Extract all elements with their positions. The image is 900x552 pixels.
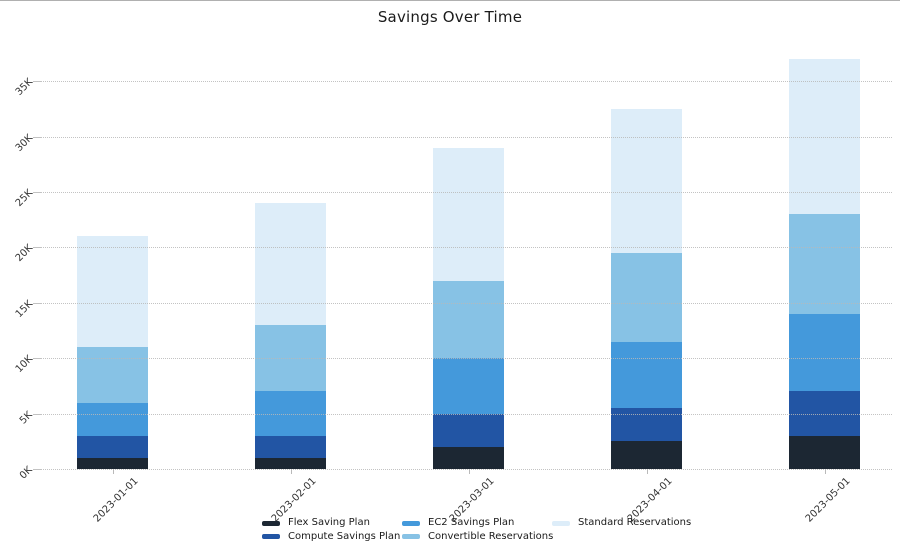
bar-segment[interactable] bbox=[789, 59, 860, 215]
bar-segment[interactable] bbox=[77, 457, 148, 469]
bar-segment[interactable] bbox=[77, 236, 148, 348]
bar-segment[interactable] bbox=[77, 435, 148, 458]
bar-segment[interactable] bbox=[77, 347, 148, 403]
bar-segment[interactable] bbox=[611, 408, 682, 442]
y-gridline bbox=[40, 81, 892, 83]
x-axis-tick bbox=[112, 469, 114, 474]
x-axis-tick bbox=[824, 469, 826, 474]
bar-segment[interactable] bbox=[789, 214, 860, 314]
bar-segment[interactable] bbox=[255, 203, 326, 325]
y-axis-tick bbox=[33, 413, 40, 415]
y-axis-tick bbox=[33, 247, 40, 249]
bar-segment[interactable] bbox=[611, 441, 682, 469]
y-axis-tick bbox=[33, 136, 40, 138]
y-axis-tick-label: 30K bbox=[13, 132, 35, 154]
y-axis-tick bbox=[33, 469, 40, 470]
y-axis-tick bbox=[33, 192, 40, 193]
bar-segment[interactable] bbox=[789, 313, 860, 392]
bar-segment[interactable] bbox=[255, 391, 326, 436]
y-axis-tick-label: 5K bbox=[17, 409, 35, 427]
bar-segment[interactable] bbox=[611, 341, 682, 409]
bar-segment[interactable] bbox=[433, 147, 504, 281]
legend-color-swatch bbox=[552, 520, 570, 526]
legend-item-label: Standard Reservations bbox=[578, 517, 692, 528]
legend-item[interactable]: EC2 Savings Plan bbox=[402, 517, 514, 529]
legend-item[interactable]: Compute Savings Plan bbox=[262, 531, 400, 543]
legend-item[interactable]: Standard Reservations bbox=[552, 517, 691, 529]
bar-segment[interactable] bbox=[789, 391, 860, 436]
y-gridline bbox=[40, 469, 892, 470]
bar-segment[interactable] bbox=[255, 324, 326, 392]
x-axis-tick bbox=[468, 469, 470, 474]
bar-segment[interactable] bbox=[255, 435, 326, 458]
y-axis-tick-label: 10K bbox=[13, 353, 35, 376]
y-axis-tick-label: 20K bbox=[13, 243, 35, 265]
bar-segment[interactable] bbox=[255, 457, 326, 469]
bar-segment[interactable] bbox=[433, 358, 504, 414]
y-axis-tick-label: 35K bbox=[13, 76, 35, 99]
legend-color-swatch bbox=[402, 534, 420, 539]
bar-segment[interactable] bbox=[611, 108, 682, 253]
legend-item[interactable]: Flex Saving Plan bbox=[262, 517, 370, 529]
bar-segment[interactable] bbox=[433, 413, 504, 447]
x-axis-tick bbox=[290, 469, 292, 474]
legend-color-swatch bbox=[402, 520, 420, 526]
y-axis-tick bbox=[33, 302, 40, 304]
x-axis-tick-label: 2023-05-01 bbox=[804, 475, 853, 525]
bar-segment[interactable] bbox=[611, 252, 682, 342]
legend-color-swatch bbox=[262, 534, 280, 539]
y-axis-tick-label: 0K bbox=[17, 464, 35, 482]
x-axis-tick-label: 2023-01-01 bbox=[92, 475, 141, 525]
bar-segment[interactable] bbox=[433, 446, 504, 469]
y-gridline bbox=[40, 136, 892, 138]
y-axis-tick bbox=[33, 358, 40, 360]
bar-segment[interactable] bbox=[789, 435, 860, 469]
legend-item-label: Compute Savings Plan bbox=[288, 530, 401, 542]
legend-item[interactable]: Convertible Reservations bbox=[402, 531, 553, 543]
y-axis-tick-label: 15K bbox=[13, 298, 35, 320]
bar-segment[interactable] bbox=[433, 280, 504, 359]
chart-title: Savings Over Time bbox=[377, 8, 523, 26]
legend-item-label: Flex Saving Plan bbox=[288, 517, 370, 528]
y-axis-tick-label: 25K bbox=[13, 187, 35, 210]
legend-item-label: EC2 Savings Plan bbox=[428, 517, 515, 528]
legend-item-label: Convertible Reservations bbox=[428, 530, 554, 542]
y-axis-tick bbox=[33, 81, 40, 83]
legend-color-swatch bbox=[262, 520, 280, 526]
x-axis-tick bbox=[646, 469, 648, 474]
bar-segment[interactable] bbox=[77, 402, 148, 436]
